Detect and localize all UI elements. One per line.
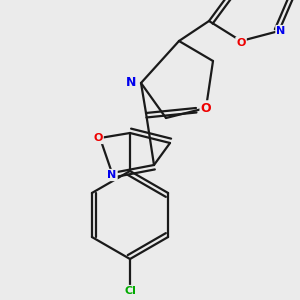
Text: N: N	[126, 76, 136, 89]
Text: Cl: Cl	[124, 286, 136, 296]
Text: O: O	[201, 101, 211, 115]
Text: O: O	[93, 133, 103, 143]
Text: N: N	[276, 26, 286, 36]
Text: O: O	[236, 38, 246, 48]
Text: N: N	[107, 170, 117, 180]
